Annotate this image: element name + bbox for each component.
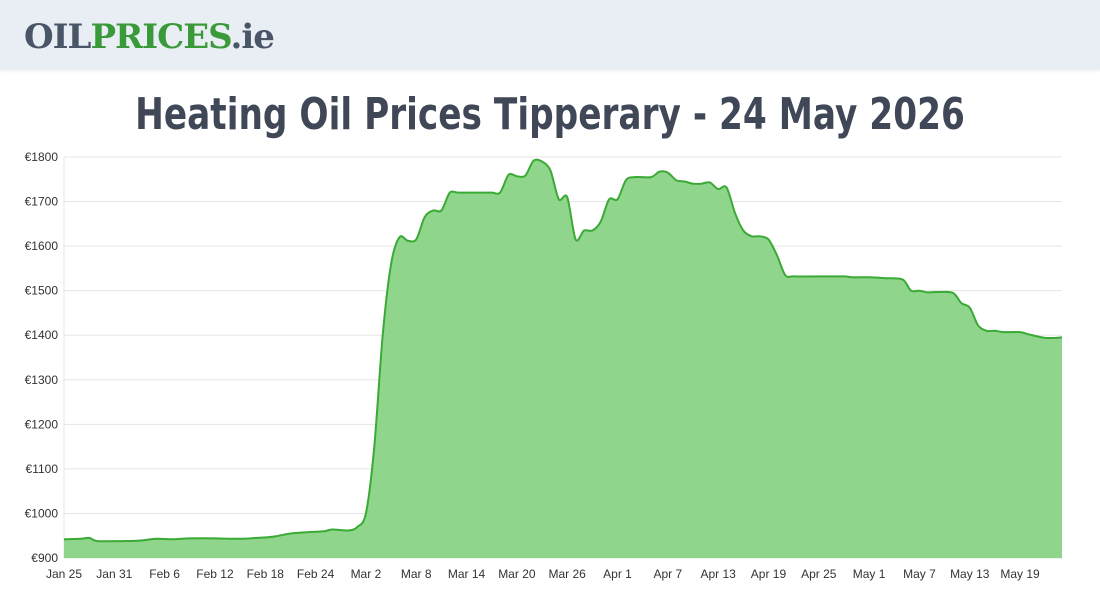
x-tick-label: Apr 7 bbox=[653, 567, 682, 581]
y-tick-label: €1200 bbox=[25, 417, 59, 431]
x-tick-label: Mar 20 bbox=[498, 567, 536, 581]
y-tick-label: €1000 bbox=[25, 506, 59, 520]
y-tick-label: €1400 bbox=[25, 328, 59, 342]
y-tick-label: €1800 bbox=[25, 150, 59, 164]
logo-text-domain: .ie bbox=[230, 17, 274, 57]
x-axis-ticks: Jan 25 Jan 31 Feb 6 Feb 12 Feb 18 Feb 24 Mar 2… bbox=[46, 567, 1040, 581]
x-tick-label: May 1 bbox=[853, 567, 886, 581]
x-tick-label: Apr 25 bbox=[801, 567, 837, 581]
x-tick-label: May 13 bbox=[950, 567, 990, 581]
x-tick-label: Mar 14 bbox=[448, 567, 486, 581]
logo-text-oil: OIL bbox=[24, 17, 91, 57]
price-series-line bbox=[63, 158, 1063, 543]
y-tick-label: €1500 bbox=[25, 284, 59, 298]
x-tick-label: Feb 12 bbox=[196, 567, 234, 581]
y-tick-label: €900 bbox=[31, 551, 58, 565]
x-tick-label: Feb 6 bbox=[149, 567, 180, 581]
x-tick-label: Feb 18 bbox=[247, 567, 285, 581]
x-tick-label: Mar 8 bbox=[401, 567, 432, 581]
x-tick-label: Jan 25 bbox=[46, 567, 82, 581]
logo-text-prices: PRICES bbox=[90, 17, 231, 57]
x-tick-label: May 19 bbox=[1000, 567, 1040, 581]
x-tick-label: Apr 1 bbox=[603, 567, 632, 581]
x-tick-label: Mar 26 bbox=[549, 567, 587, 581]
y-axis-ticks: €900 €1000 €1100 €1200 €1300 €1400 €1500 €1600 €… bbox=[25, 150, 59, 565]
x-tick-label: Mar 2 bbox=[351, 567, 382, 581]
x-tick-label: Feb 24 bbox=[297, 567, 335, 581]
price-area-fill bbox=[64, 159, 1062, 558]
y-tick-label: €1300 bbox=[25, 373, 59, 387]
page-title: Heating Oil Prices Tipperary - 24 May 20… bbox=[135, 89, 965, 140]
x-tick-label: Apr 19 bbox=[751, 567, 787, 581]
x-tick-label: May 7 bbox=[903, 567, 936, 581]
price-area-chart: €900 €1000 €1100 €1200 €1300 €1400 €1500 €1600 €… bbox=[25, 150, 1063, 581]
y-tick-label: €1700 bbox=[25, 195, 59, 209]
y-tick-label: €1100 bbox=[26, 462, 59, 476]
site-header: OILPRICES.ie bbox=[0, 0, 1100, 70]
x-tick-label: Apr 13 bbox=[700, 567, 736, 581]
x-tick-label: Jan 31 bbox=[96, 567, 132, 581]
site-logo[interactable]: OILPRICES.ie bbox=[24, 17, 275, 57]
y-tick-label: €1600 bbox=[25, 239, 59, 253]
